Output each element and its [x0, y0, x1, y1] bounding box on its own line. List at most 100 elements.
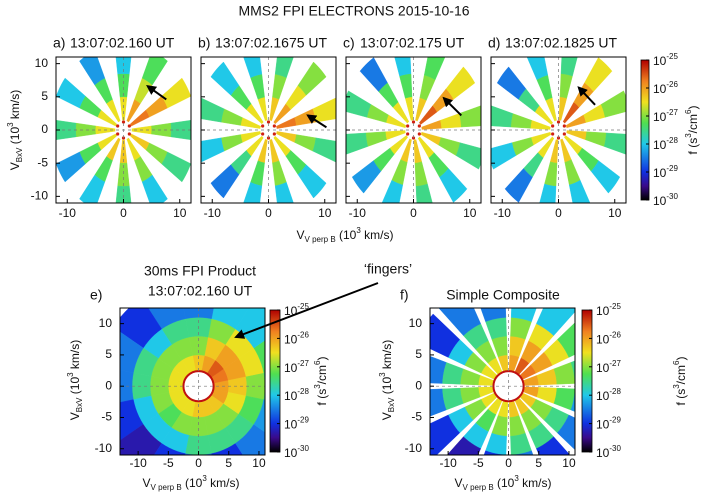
- colorbar-tick-label-part: 10: [653, 82, 667, 96]
- y-tick-label: 5: [105, 347, 112, 361]
- y-axis-label: VBxV (103 km/s): [378, 340, 396, 421]
- x-axis-label-part: 3: [356, 226, 361, 235]
- colorbar-label-part: ): [674, 357, 688, 361]
- cell: [424, 57, 446, 81]
- x-tick-label: 0: [265, 206, 272, 220]
- colorbar-label-part: /cm: [315, 365, 329, 384]
- colorbar-tick-label-part: 10: [653, 166, 667, 180]
- colorbar-label-part: 6: [684, 109, 693, 114]
- cell: [419, 74, 436, 101]
- cell: [590, 160, 621, 194]
- cell: [161, 77, 191, 109]
- x-tick-label: 10: [562, 456, 576, 470]
- colorbar-tick-label-part: -29: [297, 416, 309, 425]
- panel-label: f): [400, 287, 409, 303]
- x-axis-label-part: V: [297, 228, 305, 242]
- colorbar-tick-label-part: 10: [596, 418, 610, 432]
- colorbar-tick-label-part: -25: [666, 52, 678, 61]
- x-tick-label: 10: [318, 206, 332, 220]
- x-tick-label: -10: [439, 456, 457, 470]
- x-axis-label-part: km/s): [361, 228, 394, 242]
- colorbar-tick-label-part: 10: [596, 333, 610, 347]
- cell: [458, 105, 481, 128]
- panel-time: 13:07:02.1675 UT: [215, 35, 328, 51]
- panel-title: 30ms FPI Product: [144, 263, 256, 279]
- x-axis-label: VV perp B (103 km/s): [297, 226, 394, 244]
- cell: [366, 104, 389, 123]
- panel-label: b): [198, 35, 210, 51]
- cell: [430, 313, 461, 358]
- core-dot: [562, 124, 566, 128]
- colorbar-label-part: 6: [313, 360, 322, 365]
- x-axis-label-part: V perp B: [151, 483, 182, 492]
- cell: [491, 105, 514, 128]
- y-tick-label: -5: [101, 410, 112, 424]
- cell: [539, 183, 557, 203]
- y-axis-label-part: 3: [66, 372, 75, 377]
- arrow: [577, 86, 596, 106]
- y-axis-label-part: V: [68, 412, 82, 420]
- core-dot: [411, 120, 416, 124]
- colorbar-tick-label-part: 10: [596, 304, 610, 318]
- cell: [569, 179, 591, 203]
- cell: [56, 151, 86, 183]
- colorbar-label-part: 3: [684, 133, 693, 138]
- cell: [79, 174, 106, 203]
- colorbar-tick-label-part: -25: [609, 302, 621, 311]
- colorbar-tick-label-part: -26: [666, 80, 678, 89]
- colorbar-tick-label: 10-27: [596, 359, 621, 375]
- colorbar-tick-label: 10-29: [284, 416, 309, 432]
- cell: [243, 57, 263, 78]
- panel-title: 13:07:02.160 UT: [148, 283, 253, 299]
- colorbar-tick-label-part: 10: [284, 418, 298, 432]
- cell: [536, 308, 575, 336]
- colorbar-tick-label-part: 10: [596, 446, 610, 460]
- x-axis-label: VV perp B (103 km/s): [143, 474, 240, 492]
- cell: [511, 137, 534, 156]
- colorbar-label-part: /cm: [674, 365, 688, 384]
- y-axis-label-part: (10: [380, 377, 394, 398]
- colorbar-label: f (s3/cm6): [672, 357, 688, 406]
- cell: [312, 97, 336, 123]
- y-axis-label-part: 3: [378, 372, 387, 377]
- cell: [430, 355, 447, 384]
- y-tick-label: -5: [37, 155, 48, 169]
- panel-label: e): [90, 287, 102, 303]
- y-tick-label: 10: [99, 316, 113, 330]
- cell: [243, 182, 263, 203]
- colorbar-tick-label-part: 10: [284, 361, 298, 375]
- x-tick-label: -10: [204, 206, 222, 220]
- x-axis-label-part: 3: [202, 474, 207, 483]
- y-axis-label-part: km/s): [380, 340, 394, 373]
- cell: [381, 179, 403, 203]
- core-dot: [556, 120, 561, 124]
- colorbar-tick-label-part: -29: [609, 416, 621, 425]
- colorbar-tick-label: 10-26: [653, 80, 678, 96]
- arrow: [234, 282, 379, 339]
- x-tick-label: -10: [59, 206, 77, 220]
- cell: [250, 73, 265, 100]
- cell: [170, 120, 191, 140]
- core-dot: [261, 124, 265, 128]
- figure-title: MMS2 FPI ELECTRONS 2015-10-16: [238, 3, 469, 19]
- cell: [480, 308, 507, 322]
- cell: [115, 185, 132, 203]
- y-axis-label-part: BxV: [75, 397, 84, 412]
- cell: [544, 161, 558, 187]
- plot-area: [56, 57, 191, 203]
- cell: [79, 57, 106, 86]
- colorbar-tick-label-part: 10: [284, 389, 298, 403]
- cell: [560, 57, 578, 77]
- colorbar-tick-label: 10-26: [284, 331, 309, 347]
- y-axis-label-part: (10: [68, 377, 82, 398]
- colorbar-tick-label: 10-27: [284, 359, 309, 375]
- colorbar-tick-label-part: -30: [609, 444, 621, 453]
- core-dot: [121, 120, 126, 124]
- colorbar-label: f (s3/cm6): [684, 106, 700, 155]
- cell: [583, 104, 606, 123]
- cell: [141, 57, 168, 86]
- colorbar-tick-label: 10-29: [653, 164, 678, 180]
- colorbar-label-part: f (s: [674, 389, 688, 406]
- cell: [564, 159, 581, 186]
